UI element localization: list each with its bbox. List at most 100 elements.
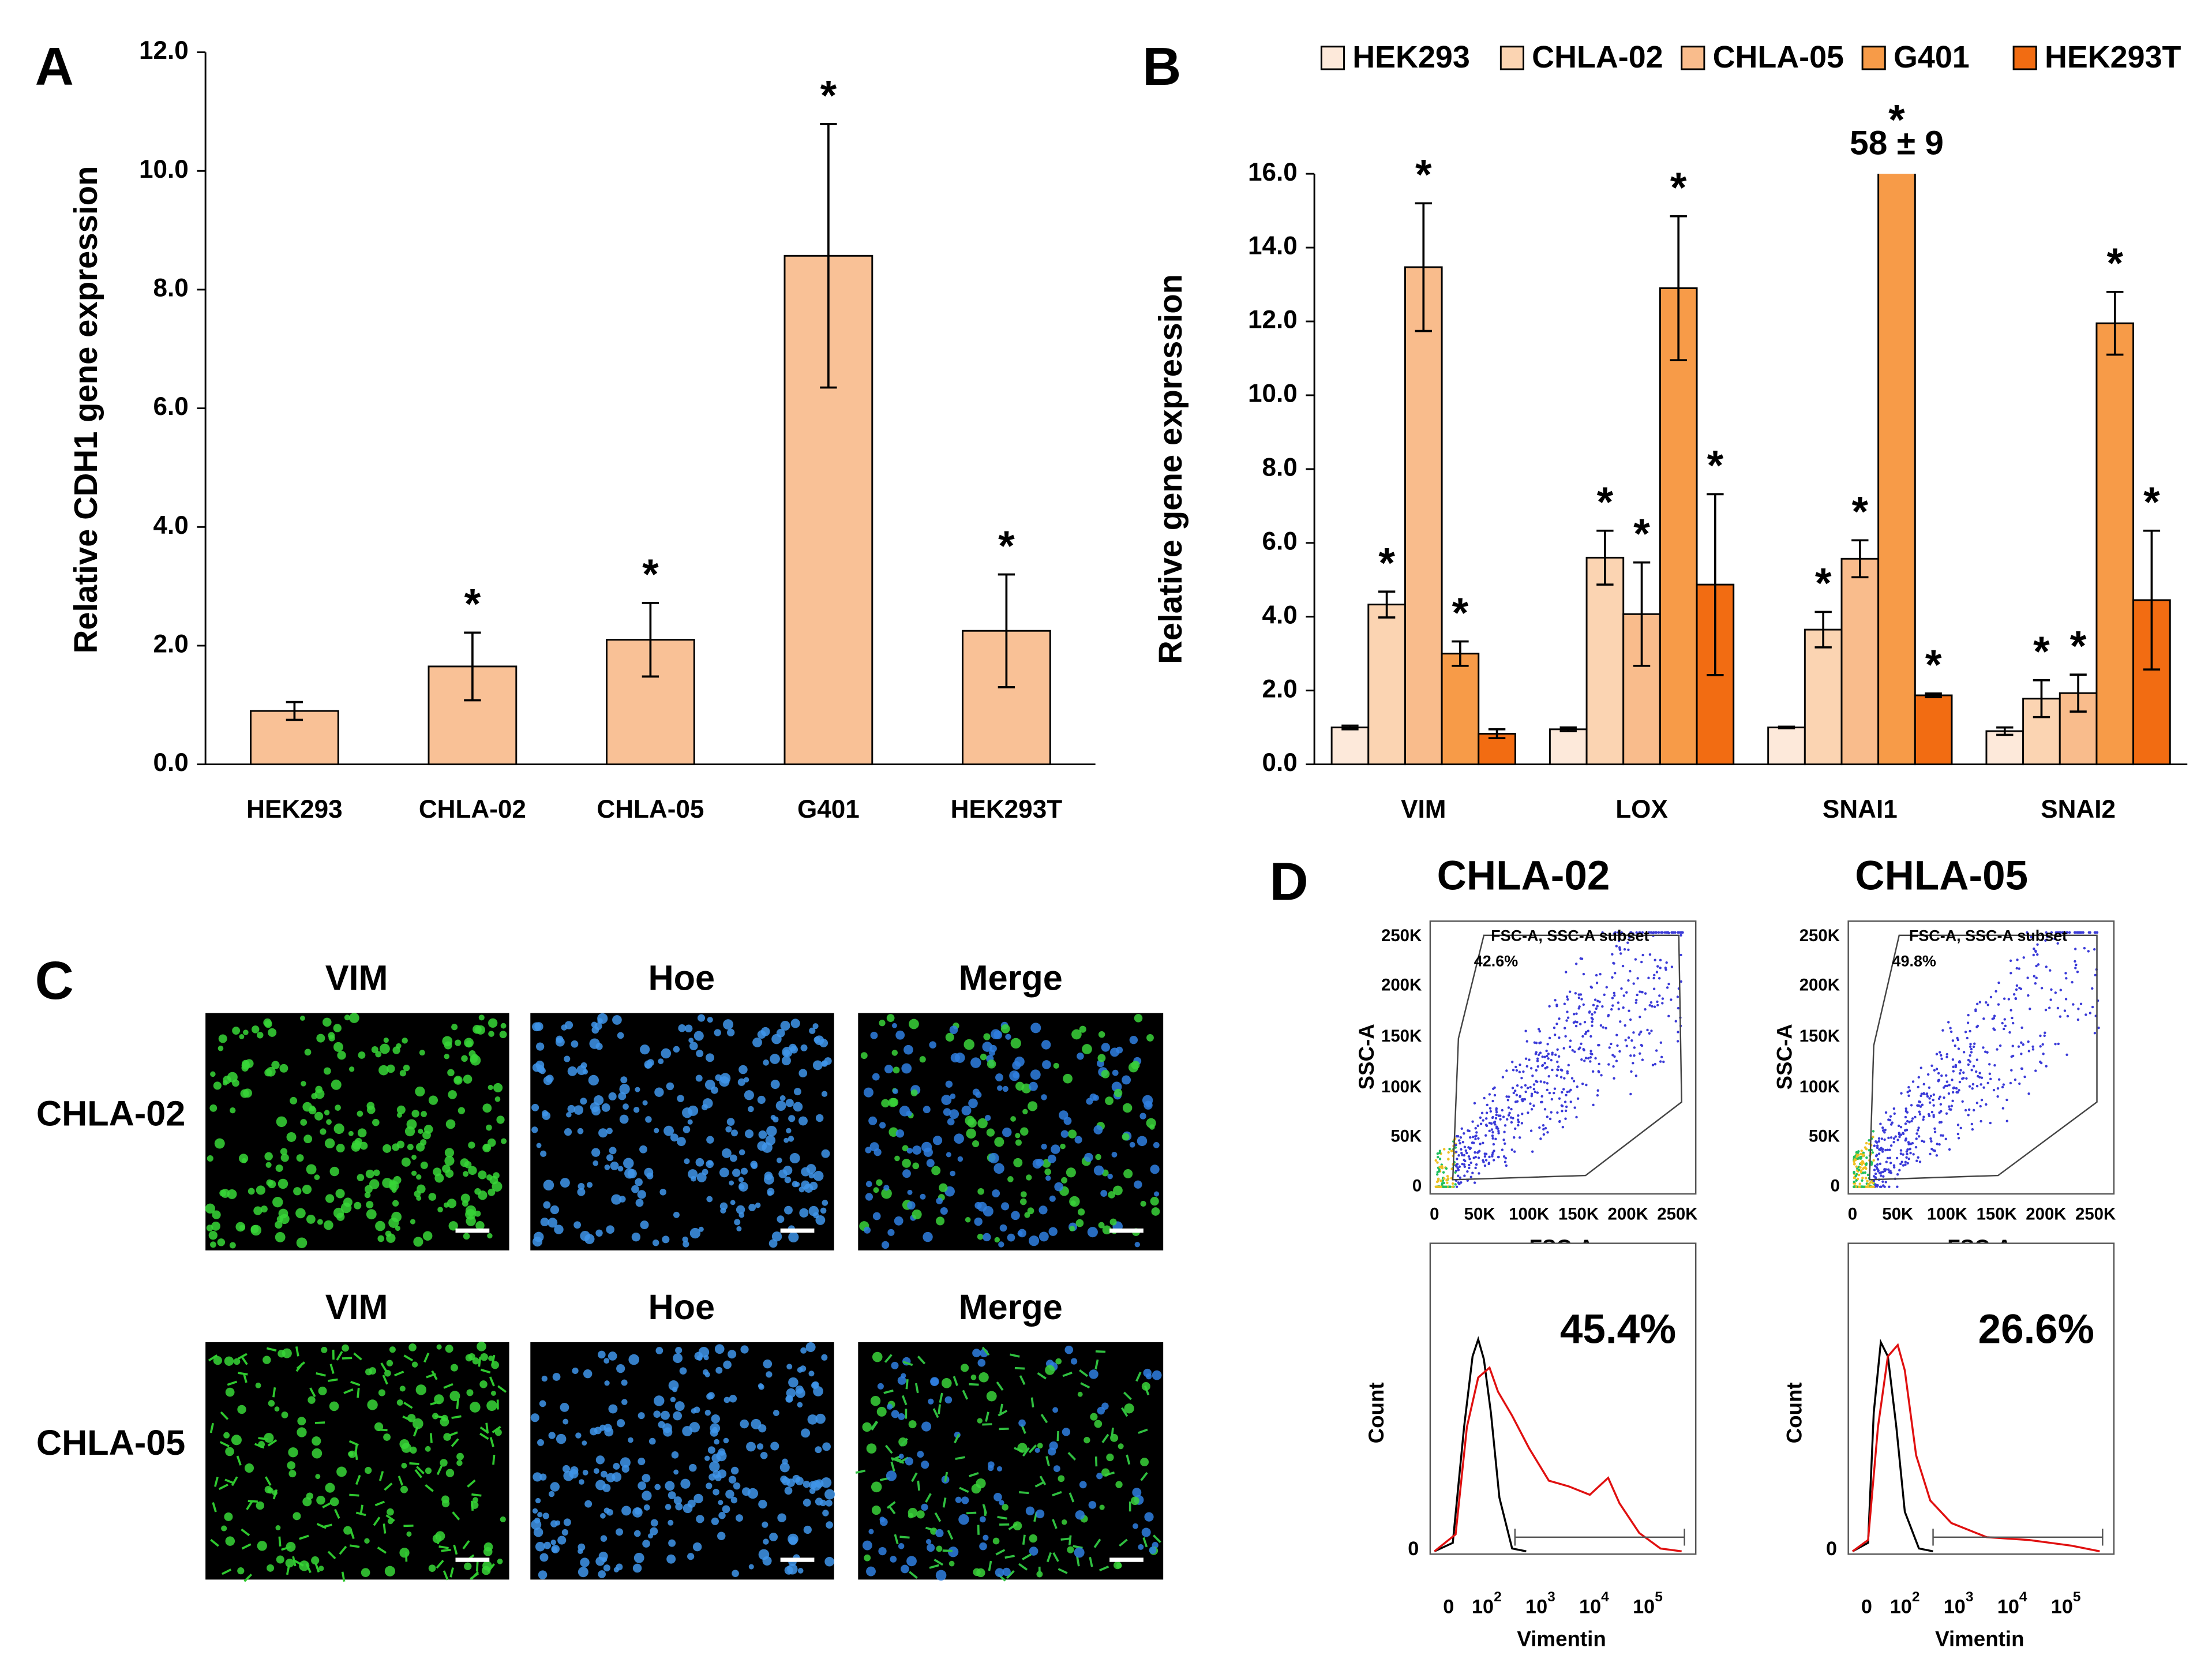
cell xyxy=(358,1051,366,1059)
fiber xyxy=(327,1551,336,1560)
event xyxy=(1859,1170,1863,1174)
event xyxy=(1894,1135,1897,1138)
cell xyxy=(894,1216,903,1226)
event xyxy=(1940,1054,1943,1057)
event xyxy=(1505,1164,1508,1167)
cell xyxy=(1069,1196,1080,1207)
fiber xyxy=(1089,1556,1093,1567)
cell xyxy=(539,1553,549,1562)
cell xyxy=(441,1499,450,1508)
event xyxy=(1563,1002,1566,1005)
fiber xyxy=(278,1536,282,1547)
cell xyxy=(702,1104,708,1111)
cell xyxy=(987,1059,996,1069)
cell xyxy=(445,1345,453,1353)
event xyxy=(1986,1004,1989,1006)
cell xyxy=(449,1391,460,1402)
event xyxy=(1568,1045,1572,1049)
event xyxy=(2050,988,2053,991)
cell xyxy=(463,1233,470,1240)
cell xyxy=(650,1519,658,1527)
event xyxy=(1950,1104,1954,1107)
cell xyxy=(1151,1207,1160,1216)
event xyxy=(1898,1135,1901,1139)
cell xyxy=(308,1396,316,1404)
cell xyxy=(628,1437,633,1443)
cell xyxy=(1101,1069,1110,1079)
event xyxy=(1566,998,1569,1001)
cell xyxy=(324,1110,330,1115)
cell xyxy=(463,1171,469,1177)
event xyxy=(1546,1043,1549,1046)
cell xyxy=(1029,1534,1037,1543)
cell xyxy=(815,1413,826,1424)
event xyxy=(1969,1045,1972,1049)
event xyxy=(1459,1136,1463,1139)
cell xyxy=(972,1349,981,1358)
cell xyxy=(738,1177,744,1182)
cell xyxy=(278,1350,286,1358)
event xyxy=(1865,1156,1868,1159)
cell xyxy=(281,1411,288,1418)
cell xyxy=(674,1401,685,1411)
event xyxy=(1435,1173,1439,1176)
event xyxy=(1493,1121,1495,1124)
cell xyxy=(263,1356,271,1364)
event xyxy=(1491,1116,1494,1119)
cell xyxy=(373,1169,380,1177)
cell xyxy=(460,1193,470,1203)
cell xyxy=(673,1353,683,1363)
y-tick-label: 14.0 xyxy=(1248,232,1298,260)
cell xyxy=(399,1070,406,1077)
cell xyxy=(1086,1098,1093,1105)
event xyxy=(2018,986,2021,990)
cell xyxy=(697,1014,706,1022)
event xyxy=(2031,1048,2035,1051)
event xyxy=(1900,1160,1903,1163)
cell xyxy=(898,1413,905,1420)
event xyxy=(1859,1162,1863,1164)
event xyxy=(1465,1151,1468,1155)
cell xyxy=(210,1241,216,1248)
event xyxy=(1917,1135,1921,1138)
error-bar xyxy=(1341,724,1359,731)
cell xyxy=(715,1366,723,1374)
event xyxy=(1640,960,1643,964)
cell xyxy=(312,1436,321,1446)
legend-swatch xyxy=(1681,46,1705,70)
cell xyxy=(1022,1109,1028,1115)
cell xyxy=(737,1078,745,1086)
cell xyxy=(668,1491,676,1499)
event xyxy=(1468,1166,1471,1170)
cell xyxy=(333,1123,344,1134)
column-label: Hoe xyxy=(648,1287,715,1327)
cell xyxy=(302,1185,312,1195)
cell xyxy=(232,1027,241,1035)
event xyxy=(2009,1009,2012,1012)
cell xyxy=(207,1155,213,1162)
cell xyxy=(312,1448,323,1459)
event xyxy=(1979,1083,1982,1086)
cell xyxy=(401,1462,407,1469)
cell xyxy=(824,1556,834,1567)
event xyxy=(1525,1065,1529,1068)
event xyxy=(2097,1027,2100,1029)
cell xyxy=(888,1127,898,1137)
cell xyxy=(1093,1125,1103,1134)
cell xyxy=(893,1088,898,1095)
event xyxy=(1502,1115,1505,1118)
cell xyxy=(886,1014,895,1023)
cell xyxy=(1054,1182,1063,1192)
event xyxy=(1445,1185,1448,1188)
cell xyxy=(371,1046,378,1053)
event xyxy=(1533,1041,1536,1044)
event xyxy=(1911,1080,1915,1083)
cell xyxy=(239,1154,249,1163)
tick-exponent: 2 xyxy=(1494,1590,1502,1605)
cell xyxy=(824,1489,835,1500)
cell xyxy=(666,1554,676,1564)
event xyxy=(1853,1177,1856,1180)
event xyxy=(1569,1088,1572,1092)
event xyxy=(1857,1174,1861,1177)
event xyxy=(2045,1065,2048,1068)
